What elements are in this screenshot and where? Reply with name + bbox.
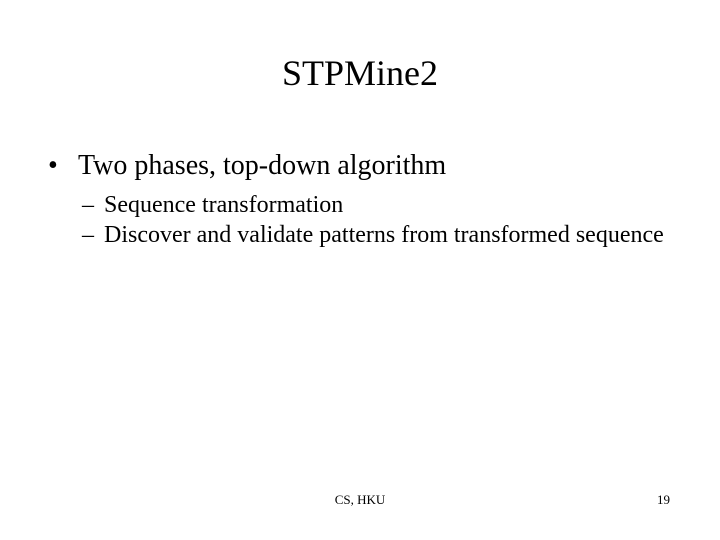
- footer-center: CS, HKU: [0, 492, 720, 508]
- slide-body: • Two phases, top-down algorithm – Seque…: [48, 150, 672, 250]
- bullet-level1: • Two phases, top-down algorithm: [48, 150, 672, 182]
- bullet-marker-dash-icon: –: [82, 190, 104, 220]
- bullet-level1-text: Two phases, top-down algorithm: [78, 150, 446, 182]
- bullet-level2: – Sequence transformation: [82, 190, 672, 220]
- bullet-marker-dash-icon: –: [82, 220, 104, 250]
- bullet-level2-text: Discover and validate patterns from tran…: [104, 220, 664, 250]
- bullet-level2: – Discover and validate patterns from tr…: [82, 220, 672, 250]
- bullet-marker-dot-icon: •: [48, 150, 78, 182]
- slide-title: STPMine2: [0, 52, 720, 94]
- bullet-level2-text: Sequence transformation: [104, 190, 343, 220]
- page-number: 19: [657, 492, 670, 508]
